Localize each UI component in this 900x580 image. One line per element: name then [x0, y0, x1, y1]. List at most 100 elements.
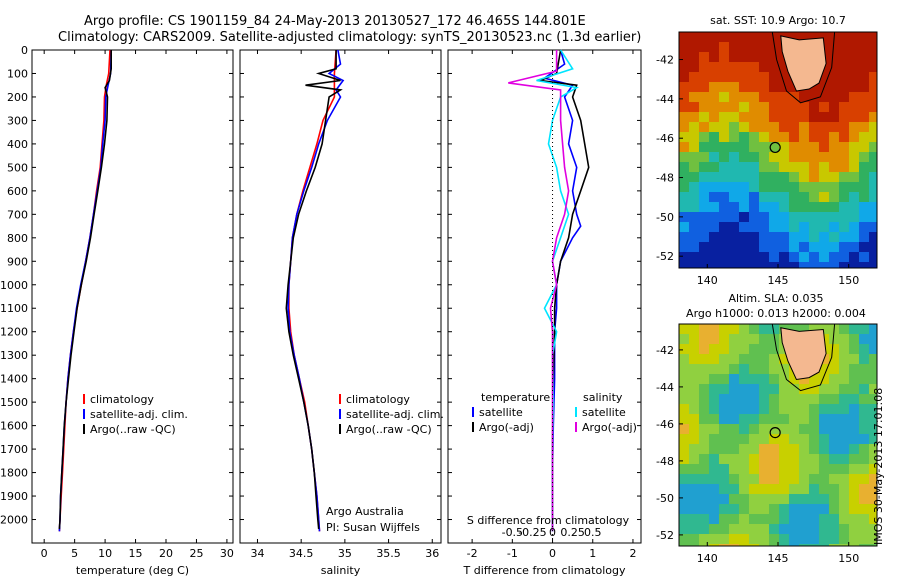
map-cell [849, 324, 859, 334]
map-cell [859, 464, 869, 474]
map-cell [749, 454, 759, 464]
map-cell [809, 252, 819, 262]
map-cell [729, 524, 739, 534]
map-cell [869, 252, 877, 262]
map-cell [679, 374, 689, 384]
map-cell [739, 464, 749, 474]
map-cell [729, 404, 739, 414]
y-tick-label: 1600 [0, 420, 28, 433]
map-cell [849, 142, 859, 152]
map-cell [709, 62, 719, 72]
map-cell [809, 324, 819, 334]
map-cell [719, 524, 729, 534]
map-cell [749, 354, 759, 364]
top-tick-label: -0.5 [502, 526, 523, 539]
map-cell [699, 172, 709, 182]
map-cell [739, 354, 749, 364]
map-cell [699, 434, 709, 444]
map-cell [729, 62, 739, 72]
map-cell [829, 544, 839, 546]
map-cell [849, 112, 859, 122]
map-cell [789, 534, 799, 544]
map-cell [679, 494, 689, 504]
map-cell [719, 424, 729, 434]
map-cell [849, 32, 859, 42]
legend-label: Argo(..raw -QC) [90, 423, 176, 436]
map-cell [719, 394, 729, 404]
map-cell [779, 192, 789, 202]
map-cell [849, 262, 859, 268]
map-cell [759, 82, 769, 92]
map-cell [869, 364, 877, 374]
map-cell [779, 504, 789, 514]
map-cell [749, 42, 759, 52]
map-cell [779, 404, 789, 414]
map-cell [859, 474, 869, 484]
map-cell [779, 62, 789, 72]
y-tick-label: 0 [21, 44, 28, 57]
map-cell [689, 524, 699, 534]
legend-group: temperature [481, 391, 550, 404]
map-cell [829, 222, 839, 232]
map-cell [819, 32, 829, 42]
map-cell [829, 394, 839, 404]
map-cell [729, 132, 739, 142]
map-cell [839, 324, 849, 334]
map-cell [839, 122, 849, 132]
y-tick-label: 500 [7, 161, 28, 174]
map-cell [849, 82, 859, 92]
map-cell [759, 454, 769, 464]
x-tick-label: 5 [71, 547, 78, 560]
map-cell [839, 132, 849, 142]
map-cell [859, 142, 869, 152]
map-cell [789, 434, 799, 444]
map-cell [729, 384, 739, 394]
map-cell [809, 232, 819, 242]
map-cell [769, 494, 779, 504]
map-cell [749, 172, 759, 182]
map-cell [849, 454, 859, 464]
map-cell [829, 42, 839, 52]
map-cell [759, 192, 769, 202]
map-cell [719, 182, 729, 192]
map-cell [779, 434, 789, 444]
map-cell [809, 424, 819, 434]
map-cell [849, 222, 859, 232]
map-cell [739, 334, 749, 344]
map-cell [829, 202, 839, 212]
map-cell [779, 524, 789, 534]
map-cell [839, 514, 849, 524]
map-cell [859, 434, 869, 444]
map-cell [709, 394, 719, 404]
map-cell [859, 354, 869, 364]
map-cell [869, 162, 877, 172]
map-cell [779, 384, 789, 394]
map-cell [769, 514, 779, 524]
map-cell [849, 484, 859, 494]
map-cell [839, 374, 849, 384]
map-cell [679, 334, 689, 344]
map-cell [729, 484, 739, 494]
map-cell [789, 262, 799, 268]
map-cell [869, 262, 877, 268]
note-line: Argo Australia [326, 505, 404, 518]
map-cell [829, 132, 839, 142]
map-cell [679, 112, 689, 122]
map-cell [729, 142, 739, 152]
map-cell [709, 334, 719, 344]
map-cell [759, 212, 769, 222]
map-cell [759, 464, 769, 474]
map-cell [819, 232, 829, 242]
map-cell [839, 384, 849, 394]
map-cell [829, 474, 839, 484]
map-cell [739, 222, 749, 232]
map-cell [799, 514, 809, 524]
map-cell [809, 152, 819, 162]
map-cell [819, 152, 829, 162]
map-cell [849, 212, 859, 222]
map-cell [759, 122, 769, 132]
map-cell [859, 384, 869, 394]
map-cell [689, 434, 699, 444]
map-cell [689, 464, 699, 474]
map-cell [709, 262, 719, 268]
